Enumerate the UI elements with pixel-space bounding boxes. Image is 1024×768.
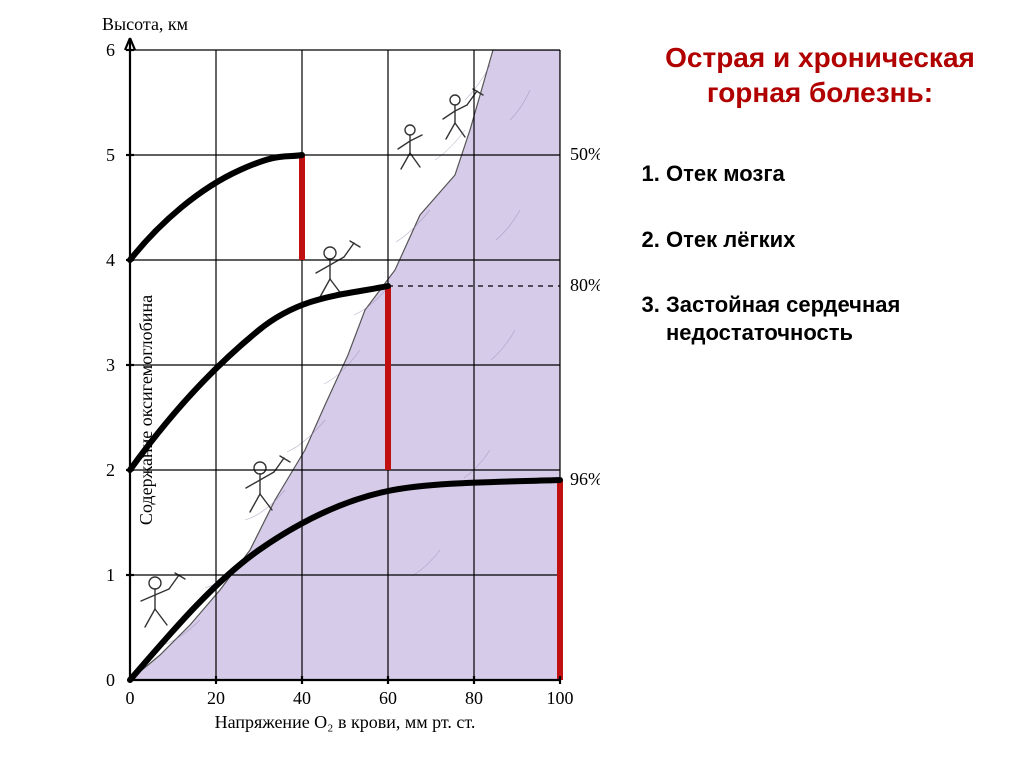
xtick-20: 20 bbox=[207, 688, 225, 708]
xtick-40: 40 bbox=[293, 688, 311, 708]
pct-80: 80% bbox=[570, 275, 600, 295]
pct-50: 50% bbox=[570, 144, 600, 164]
text-panel: Острая и хроническая горная болезнь: Оте… bbox=[640, 40, 1000, 384]
x-axis-label: Напряжение O₂ в крови, мм рт. ст. bbox=[215, 712, 476, 732]
xtick-0: 0 bbox=[126, 688, 135, 708]
ytick-0: 0 bbox=[106, 670, 115, 690]
xtick-80: 80 bbox=[465, 688, 483, 708]
ytick-6: 6 bbox=[106, 40, 115, 60]
page-title: Острая и хроническая горная болезнь: bbox=[640, 40, 1000, 110]
ytick-3: 3 bbox=[106, 355, 115, 375]
xtick-60: 60 bbox=[379, 688, 397, 708]
list-item: Отек лёгких bbox=[666, 226, 1000, 254]
ytick-1: 1 bbox=[106, 565, 115, 585]
altitude-o2-chart: 0 1 2 3 4 5 6 0 20 40 60 80 100 50% 80% … bbox=[60, 10, 600, 740]
symptom-list: Отек мозга Отек лёгких Застойная сердечн… bbox=[640, 160, 1000, 346]
secondary-y-label: Содержание оксигемоглобина bbox=[136, 295, 156, 525]
y-axis-label: Высота, км bbox=[102, 14, 188, 34]
ytick-4: 4 bbox=[106, 250, 115, 270]
ytick-2: 2 bbox=[106, 460, 115, 480]
list-item: Отек мозга bbox=[666, 160, 1000, 188]
ytick-5: 5 bbox=[106, 145, 115, 165]
pct-96: 96% bbox=[570, 469, 600, 489]
list-item: Застойная сердечная недостаточность bbox=[666, 291, 1000, 346]
xtick-100: 100 bbox=[547, 688, 574, 708]
